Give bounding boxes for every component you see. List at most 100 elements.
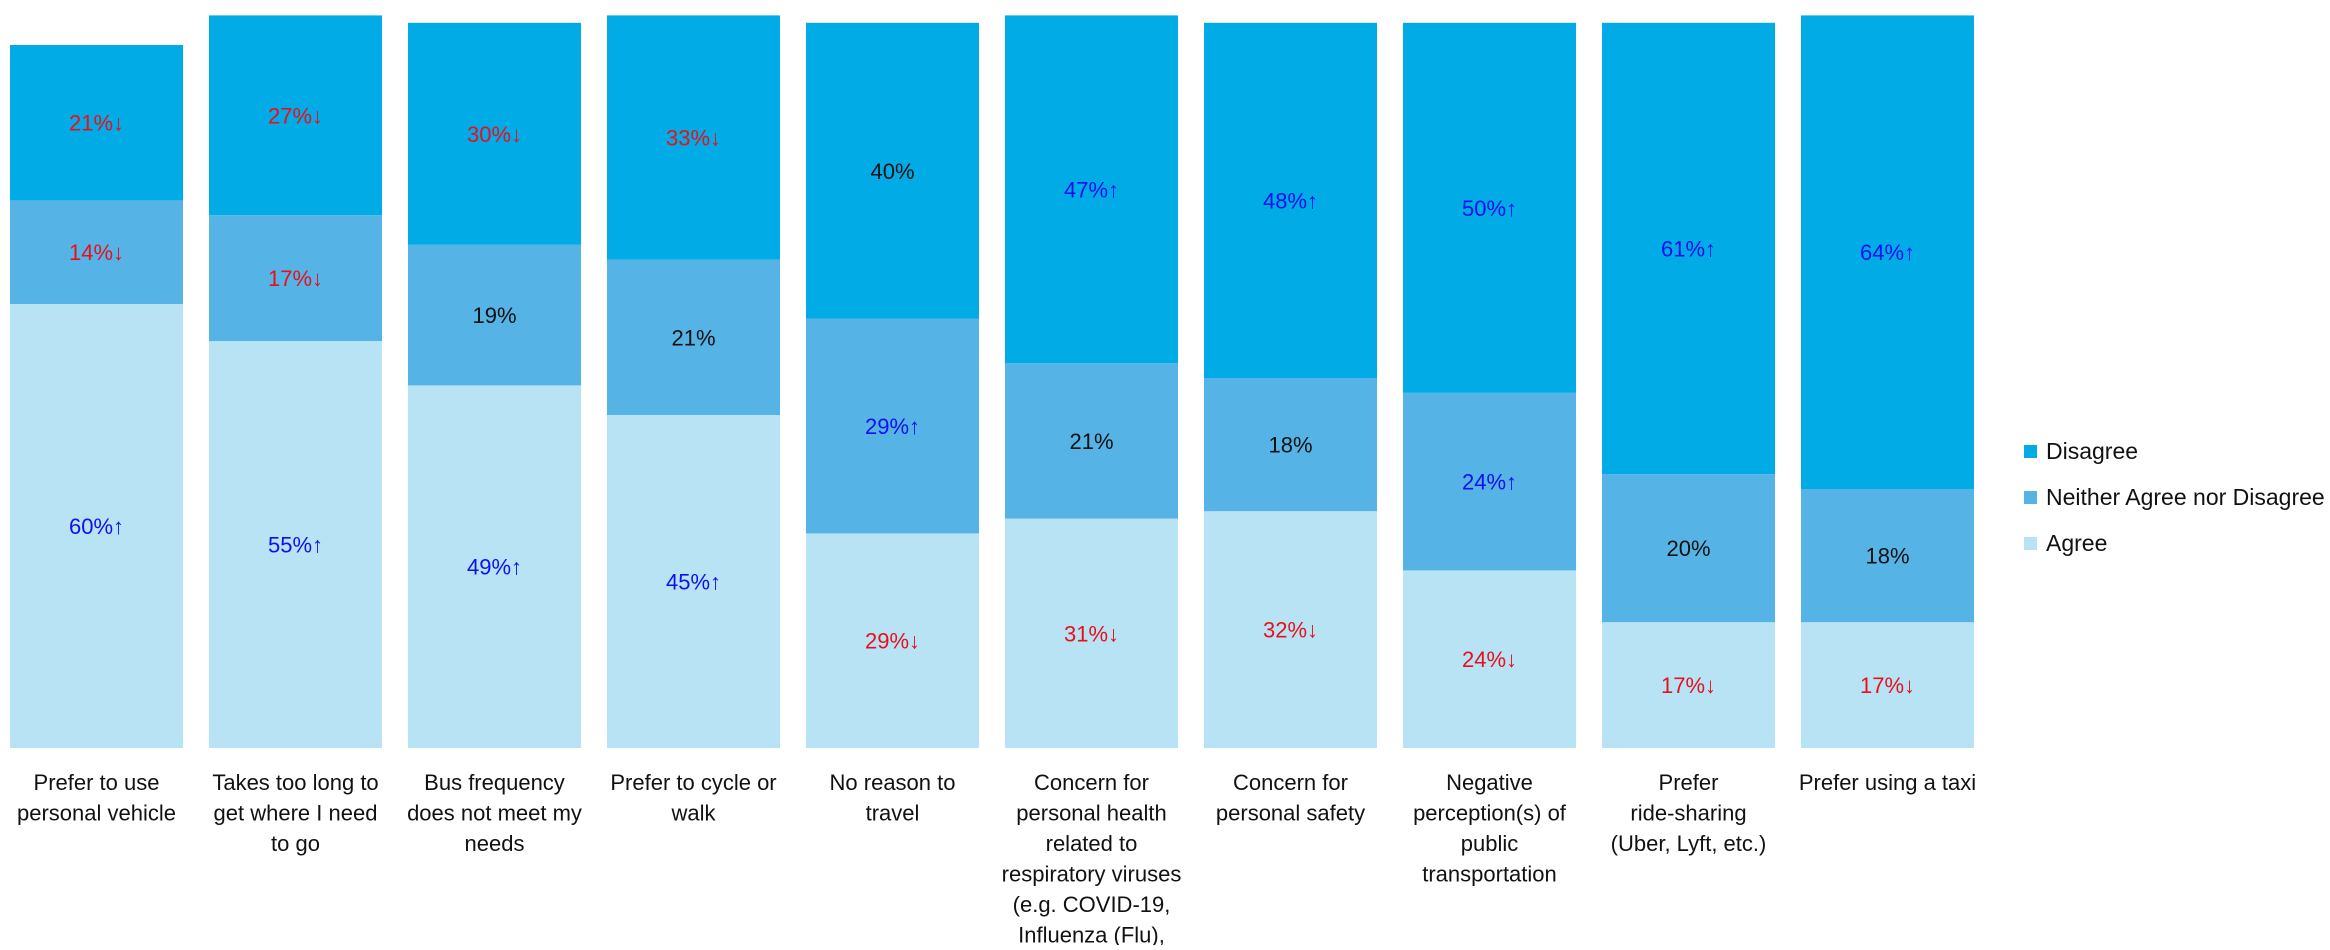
category-label-line: Prefer xyxy=(1659,770,1719,795)
bar-segment-agree xyxy=(408,385,581,748)
data-label-neither-agree-nor-disagree: 21% xyxy=(671,325,715,350)
bar-group-9: 17%↓ 20% 61%↑ xyxy=(1602,22,1775,748)
bar-group-6: 31%↓ 21% 47%↑ xyxy=(1005,15,1178,748)
category-label-line: public xyxy=(1461,831,1518,856)
bar-segment-agree xyxy=(10,304,183,748)
category-label: Prefer using a taxi xyxy=(1799,770,1976,795)
bar-group-2: 55%↑ 17%↓ 27%↓ xyxy=(209,15,382,748)
legend-item-neither: Neither Agree nor Disagree xyxy=(2024,474,2325,520)
legend-label-neither: Neither Agree nor Disagree xyxy=(2046,483,2325,510)
category-label: Prefer to use personal vehicle xyxy=(17,770,176,826)
bar-segment-disagree xyxy=(10,45,183,201)
data-label-disagree: 48%↑ xyxy=(1263,188,1318,213)
bar-segment-disagree xyxy=(1801,15,1974,490)
category-label: No reason to travel xyxy=(830,770,956,826)
data-label-agree: 24%↓ xyxy=(1462,647,1517,672)
bar-segment-neither-agree-nor-disagree xyxy=(408,244,581,386)
data-label-agree: 17%↓ xyxy=(1860,673,1915,698)
data-label-agree: 55%↑ xyxy=(268,533,323,558)
bar-segment-neither-agree-nor-disagree xyxy=(607,259,780,415)
data-label-disagree: 40% xyxy=(870,159,914,184)
category-label-line: travel xyxy=(866,801,920,826)
bar-segment-agree xyxy=(1602,622,1775,748)
data-label-neither-agree-nor-disagree: 17%↓ xyxy=(268,266,323,291)
bar-segment-disagree xyxy=(1403,22,1576,393)
legend-item-agree: Agree xyxy=(2024,520,2324,566)
legend-label-disagree: Disagree xyxy=(2046,437,2139,464)
bar-segment-neither-agree-nor-disagree xyxy=(806,318,979,534)
bar-segment-agree xyxy=(607,415,780,748)
legend-item-disagree: Disagree xyxy=(2024,428,2324,474)
data-label-disagree: 64%↑ xyxy=(1860,240,1915,265)
category-label-line: transportation xyxy=(1422,862,1557,887)
category-label-line: Prefer to cycle or xyxy=(610,770,776,795)
data-label-neither-agree-nor-disagree: 18% xyxy=(1865,544,1909,569)
bar-segment-disagree xyxy=(806,22,979,319)
data-label-neither-agree-nor-disagree: 29%↑ xyxy=(865,414,920,439)
bar-segment-agree xyxy=(1801,622,1974,748)
category-label: Bus frequency does not meet my needs xyxy=(407,770,582,856)
bar-group-5: 29%↓ 29%↑ 40% xyxy=(806,22,979,748)
category-label-line: ride-sharing xyxy=(1630,801,1746,826)
data-label-disagree: 27%↓ xyxy=(268,103,323,128)
data-label-agree: 32%↓ xyxy=(1263,618,1318,643)
data-label-disagree: 61%↑ xyxy=(1661,237,1716,262)
category-label-line: Negative xyxy=(1446,770,1533,795)
data-label-agree: 17%↓ xyxy=(1661,673,1716,698)
category-label-line: personal vehicle xyxy=(17,801,176,826)
category-label: Concern for personal health related to resp… xyxy=(1002,770,1182,945)
category-label-line: personal safety xyxy=(1216,801,1365,826)
bar-segment-disagree xyxy=(1204,22,1377,379)
category-label-line: personal health xyxy=(1016,801,1166,826)
bar-segment-disagree xyxy=(209,15,382,216)
legend-swatch-neither xyxy=(2024,490,2037,504)
bar-segment-disagree xyxy=(607,15,780,260)
category-label-line: Prefer using a taxi xyxy=(1799,770,1976,795)
bar-group-8: 24%↓ 24%↑ 50%↑ xyxy=(1403,22,1576,748)
data-label-disagree: 30%↓ xyxy=(467,122,522,147)
category-label: Prefer to cycle or walk xyxy=(610,770,776,826)
category-label-line: Concern for xyxy=(1233,770,1348,795)
data-label-agree: 31%↓ xyxy=(1064,621,1119,646)
data-label-neither-agree-nor-disagree: 14%↓ xyxy=(69,240,124,265)
category-label-line: Bus frequency xyxy=(424,770,565,795)
data-label-neither-agree-nor-disagree: 19% xyxy=(472,303,516,328)
legend-label-agree: Agree xyxy=(2046,529,2108,556)
bar-segment-agree xyxy=(1403,570,1576,748)
bar-segment-neither-agree-nor-disagree xyxy=(1005,363,1178,519)
category-label-line: walk xyxy=(670,801,716,826)
category-label-line: respiratory viruses xyxy=(1002,862,1182,887)
bar-segment-disagree xyxy=(408,22,581,245)
legend-swatch-agree xyxy=(2024,536,2037,550)
data-label-disagree: 33%↓ xyxy=(666,126,721,151)
category-label-line: (Uber, Lyft, etc.) xyxy=(1611,831,1767,856)
bar-segment-disagree xyxy=(1005,15,1178,364)
legend-swatch-disagree xyxy=(2024,444,2037,458)
data-label-disagree: 50%↑ xyxy=(1462,196,1517,221)
bar-group-4: 45%↑ 21% 33%↓ xyxy=(607,15,780,748)
category-label-line: Influenza (Flu), xyxy=(1018,923,1165,946)
bar-segment-agree xyxy=(1204,511,1377,748)
category-label-line: get where I need xyxy=(214,801,378,826)
bar-segment-agree xyxy=(1005,518,1178,748)
category-label-line: Concern for xyxy=(1034,770,1149,795)
bar-segment-neither-agree-nor-disagree xyxy=(10,200,183,304)
data-label-neither-agree-nor-disagree: 18% xyxy=(1268,433,1312,458)
category-label-line: needs xyxy=(465,831,525,856)
data-label-agree: 60%↑ xyxy=(69,514,124,539)
bar-segment-disagree xyxy=(1602,22,1775,475)
bar-group-1: 60%↑ 14%↓ 21%↓ xyxy=(10,45,183,748)
category-label-line: perception(s) of xyxy=(1413,801,1567,826)
data-label-agree: 29%↓ xyxy=(865,629,920,654)
bar-segment-neither-agree-nor-disagree xyxy=(1403,392,1576,571)
bar-segment-agree xyxy=(209,341,382,748)
data-label-agree: 49%↑ xyxy=(467,555,522,580)
data-label-disagree: 47%↑ xyxy=(1064,177,1119,202)
bar-segment-neither-agree-nor-disagree xyxy=(1801,489,1974,623)
category-label: Concern for personal safety xyxy=(1216,770,1365,826)
category-label-line: does not meet my xyxy=(407,801,582,826)
category-label: Takes too long to get where I need to go xyxy=(212,770,378,856)
bar-segment-neither-agree-nor-disagree xyxy=(1602,474,1775,623)
